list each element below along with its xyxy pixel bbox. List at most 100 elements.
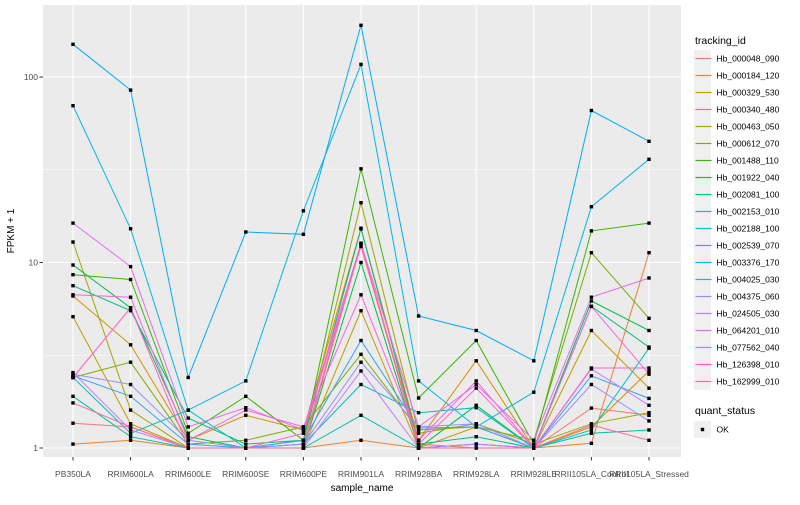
legend-item-label: Hb_000184_120: [717, 71, 780, 81]
legend-item-label: Hb_002188_100: [717, 224, 780, 234]
data-point: [416, 446, 421, 450]
data-point: [416, 425, 421, 429]
legend-item-label: Hb_024505_030: [717, 309, 780, 319]
data-point: [359, 382, 363, 387]
data-point: [416, 396, 421, 400]
data-point: [532, 438, 536, 442]
data-point: [589, 366, 594, 370]
x-tick-label: RRIM600LE: [165, 469, 212, 479]
data-point: [359, 260, 363, 265]
data-point: [474, 442, 478, 446]
data-point: [589, 425, 594, 429]
data-point: [416, 428, 421, 432]
data-point: [589, 428, 594, 432]
data-point: [647, 428, 651, 432]
legend-quant-status: quant_status OK: [694, 405, 755, 438]
legend-tracking-id-title: tracking_id: [695, 35, 746, 47]
data-point: [244, 408, 248, 412]
data-point: [589, 108, 594, 113]
data-point: [71, 263, 75, 267]
x-tick-label: RRII105LA_Stressed: [609, 469, 689, 479]
data-point: [128, 227, 133, 231]
legend-item-label: Hb_000463_050: [717, 122, 780, 132]
data-point: [416, 438, 421, 442]
x-tick-label: RRIM600PE: [280, 469, 328, 479]
legend-item-label: Hb_003376_170: [717, 258, 780, 268]
data-point: [589, 229, 594, 233]
data-point: [589, 431, 594, 435]
data-point: [128, 428, 133, 432]
legend-item-label: Hb_064201_010: [717, 326, 780, 336]
data-point: [71, 375, 75, 380]
x-tick-label: RRIM600LA: [107, 469, 154, 479]
data-point: [474, 379, 478, 383]
data-point: [359, 338, 363, 343]
data-point: [186, 442, 190, 446]
data-point: [647, 396, 651, 401]
data-point: [71, 315, 75, 319]
legend-item-label: Hb_004375_060: [717, 292, 780, 302]
data-point: [647, 366, 651, 370]
legend-item-label: OK: [717, 425, 730, 435]
data-point: [71, 394, 75, 398]
data-point: [589, 441, 594, 445]
x-axis-title: sample_name: [331, 483, 394, 494]
data-point: [71, 240, 75, 244]
data-point: [474, 338, 478, 343]
data-point: [186, 435, 190, 439]
data-point: [71, 442, 75, 446]
data-point: [474, 406, 478, 410]
data-point: [474, 425, 478, 429]
data-point: [186, 446, 190, 450]
data-point: [359, 227, 363, 231]
data-point: [128, 394, 133, 398]
data-point: [647, 372, 651, 376]
legend-tracking-id: tracking_id Hb_000048_090Hb_000184_120Hb…: [694, 35, 780, 390]
data-point: [589, 328, 594, 333]
data-point: [589, 205, 594, 209]
data-point: [244, 438, 248, 442]
x-tick-label: RRIM901LA: [338, 469, 385, 479]
data-point: [128, 408, 133, 412]
data-point: [416, 431, 421, 435]
data-point: [359, 309, 363, 313]
data-point: [474, 359, 478, 363]
data-point: [244, 442, 248, 446]
legend-tracking-id-items: Hb_000048_090 Hb_000184_120 Hb_000329_530 H…: [694, 50, 780, 390]
data-point: [359, 201, 363, 205]
data-point: [359, 242, 363, 247]
data-points: [71, 23, 651, 450]
data-point: [359, 413, 363, 417]
data-point: [647, 413, 651, 417]
data-point: [128, 343, 133, 347]
data-point: [647, 221, 651, 225]
legend-item-label: Hb_162999_010: [717, 377, 780, 387]
data-point: [474, 403, 478, 407]
legend-item-label: Hb_001488_110: [717, 156, 780, 166]
data-point: [647, 157, 651, 161]
data-point: [244, 413, 248, 417]
data-point: [647, 328, 651, 333]
x-tick-label: RRIM928LA: [453, 469, 500, 479]
legend-item-label: Hb_126398_010: [717, 360, 780, 370]
data-point: [647, 419, 651, 423]
data-point: [474, 328, 478, 333]
data-point: [128, 88, 133, 92]
data-point: [128, 438, 133, 442]
data-point: [186, 438, 190, 442]
data-point: [416, 314, 421, 318]
data-point: [71, 273, 75, 277]
data-point: [186, 408, 190, 412]
data-point: [589, 423, 594, 427]
data-point: [647, 386, 651, 390]
data-point: [244, 406, 248, 410]
data-point: [359, 244, 363, 249]
legend-item-label: Hb_000329_530: [717, 88, 780, 98]
data-point: [244, 394, 248, 398]
data-point: [647, 403, 651, 407]
data-point: [532, 359, 536, 363]
data-point: [186, 431, 190, 435]
data-point: [647, 276, 651, 280]
